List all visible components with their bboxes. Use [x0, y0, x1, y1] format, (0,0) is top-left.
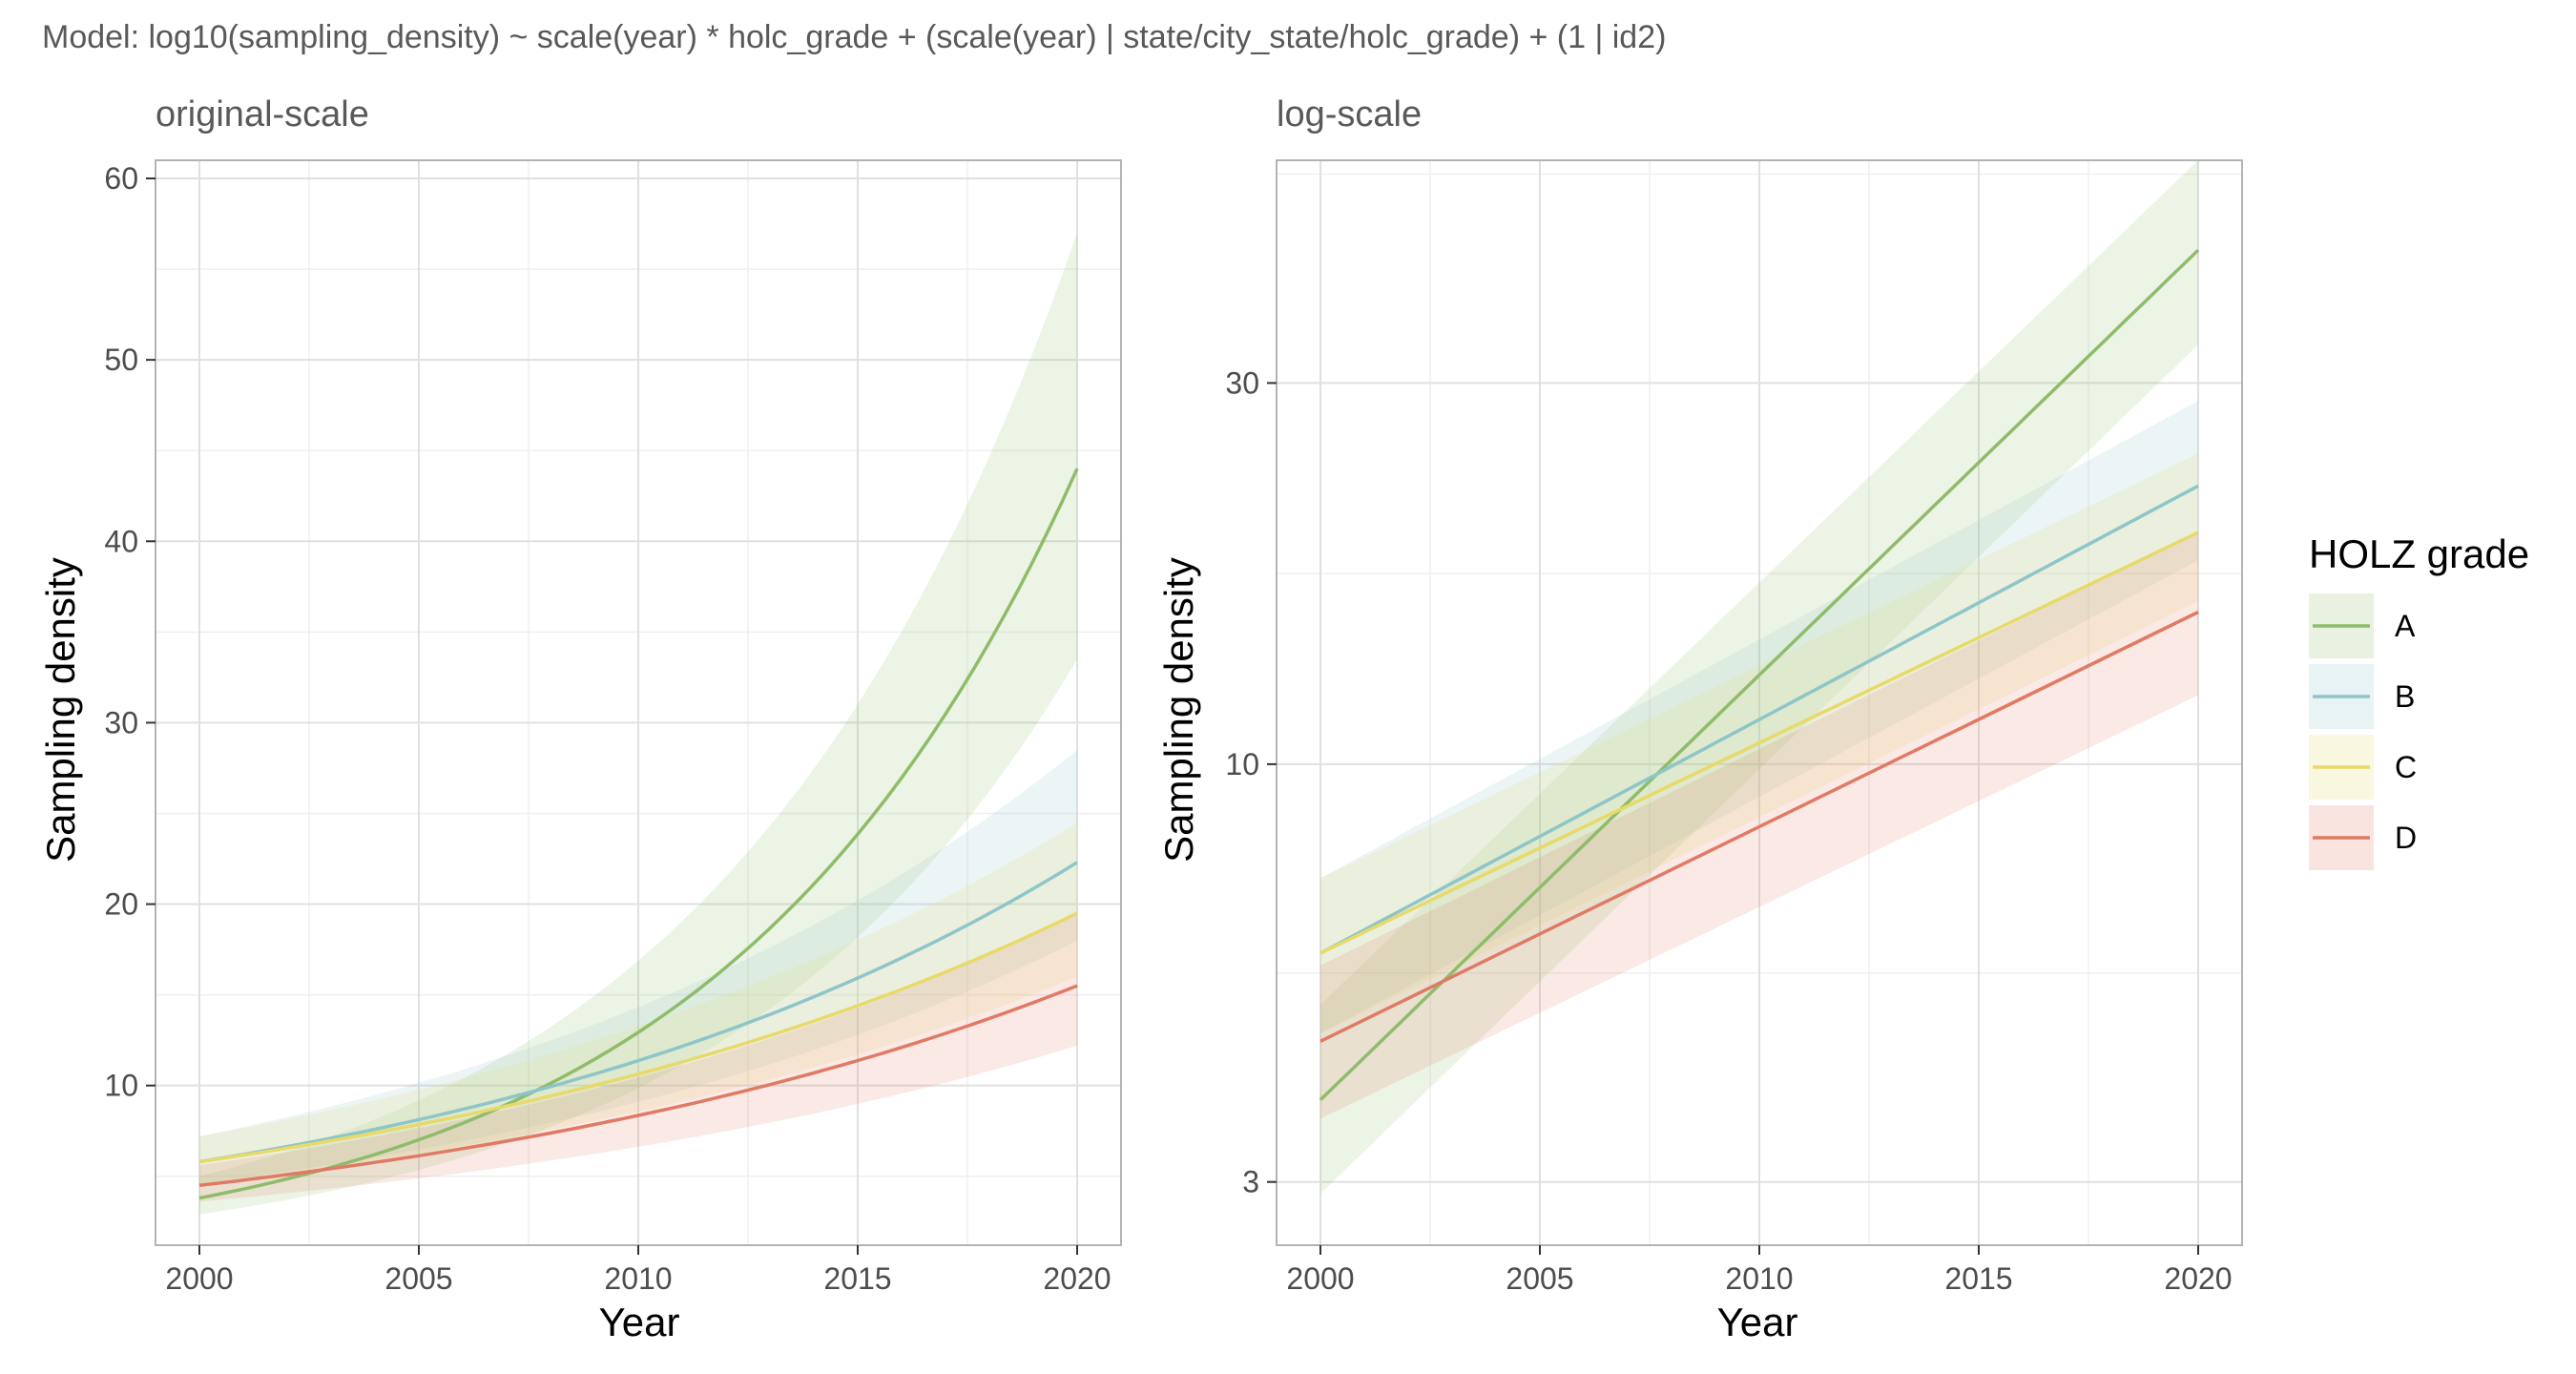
- panel-title-original-scale: original-scale: [156, 94, 369, 135]
- x-tick-label: 2005: [384, 1261, 452, 1296]
- x-tick-label: 2020: [1043, 1261, 1111, 1296]
- x-tick-label: 2000: [165, 1261, 233, 1296]
- y-tick-label: 30: [104, 705, 138, 739]
- legend-label: D: [2395, 821, 2417, 855]
- series-line-d: [1319, 610, 2199, 1043]
- y-tick-label: 10: [104, 1069, 138, 1103]
- panel-original-scale: original-scale 2000 2005 2010 2015 2020 10 20 3…: [38, 94, 1122, 1344]
- x-axis-title-original-scale: Year: [599, 1300, 680, 1344]
- y-tick-label: 60: [104, 161, 138, 196]
- y-tick-label: 40: [104, 524, 138, 558]
- plot-area-original-scale: 2000 2005 2010 2015 2020 10 20 30 40 50 60: [104, 159, 1122, 1296]
- ci-ribbon-a: [199, 233, 1077, 1215]
- x-tick-label: 2005: [1506, 1261, 1573, 1296]
- plot-area-log-scale: 2000 2005 2010 2015 2020 3 10 30: [1225, 159, 2243, 1296]
- ci-ribbon-d: [199, 913, 1077, 1202]
- panel-title-log-scale: log-scale: [1277, 94, 1422, 135]
- series-line-c: [198, 911, 1078, 1164]
- legend-label: B: [2395, 679, 2415, 714]
- x-tick-label: 2015: [823, 1261, 891, 1296]
- legend-item-c: C: [2309, 735, 2417, 800]
- x-tick-label: 2010: [1725, 1261, 1793, 1296]
- y-tick-label: 20: [104, 887, 138, 922]
- ci-ribbon-b: [1320, 401, 2198, 1034]
- y-axis-title-original-scale: Sampling density: [38, 557, 83, 863]
- series-line-a: [1319, 248, 2200, 1101]
- legend-title: HOLZ grade: [2309, 531, 2529, 576]
- x-axis-title-log-scale: Year: [1717, 1300, 1798, 1344]
- legend-label: C: [2395, 750, 2417, 784]
- y-axis-title-log-scale: Sampling density: [1156, 557, 1201, 863]
- series-line-a: [198, 468, 1079, 1200]
- series-line-b: [198, 861, 1078, 1164]
- ci-ribbon-b: [199, 749, 1077, 1184]
- ci-ribbon-c: [199, 822, 1077, 1184]
- legend-item-a: A: [2309, 593, 2416, 658]
- y-tick-label: 10: [1225, 747, 1259, 781]
- x-tick-label: 2010: [604, 1261, 672, 1296]
- series-line-b: [1319, 484, 2199, 955]
- legend: HOLZ grade A B C D: [2309, 531, 2529, 870]
- x-tick-label: 2020: [2164, 1261, 2232, 1296]
- x-tick-label: 2000: [1286, 1261, 1354, 1296]
- series-line-c: [1319, 531, 2199, 955]
- series-line-d: [198, 984, 1078, 1188]
- panel-log-scale: log-scale 2000 2005 2010 2015 2020 3 10 30 Year…: [1156, 94, 2243, 1344]
- x-tick-label: 2015: [1944, 1261, 2012, 1296]
- legend-item-b: B: [2309, 664, 2415, 729]
- legend-label: A: [2395, 609, 2416, 643]
- y-tick-label: 50: [104, 343, 138, 377]
- legend-items: A B C D: [2309, 593, 2417, 870]
- y-tick-label: 3: [1242, 1165, 1259, 1199]
- y-tick-label: 30: [1225, 365, 1259, 400]
- legend-item-d: D: [2309, 805, 2417, 870]
- model-caption: Model: log10(sampling_density) ~ scale(y…: [42, 19, 1666, 55]
